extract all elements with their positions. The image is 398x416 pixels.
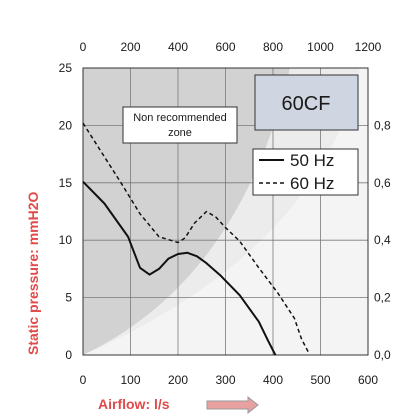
y-ticks-right: 0,0 0,2 0,4 0,6 0,8 — [374, 118, 391, 362]
x-tick-label-top: 400 — [168, 40, 188, 54]
legend-60hz-label: 60 Hz — [290, 174, 334, 193]
plot-frame — [82, 67, 369, 356]
x-tick-label-bottom: 0 — [80, 373, 87, 387]
x-tick-label-bottom: 500 — [310, 373, 330, 387]
arrow-right-icon — [206, 395, 259, 415]
y-tick-label-right: 0,0 — [374, 348, 391, 362]
y-axis-title: Static pressure: mmH2O — [25, 191, 41, 355]
x-ticks-bottom: 0 100 200 300 400 500 600 — [80, 373, 379, 387]
x-tick-label-top: 1000 — [307, 40, 334, 54]
legend-box — [252, 148, 359, 196]
y-tick-label-right: 0,4 — [374, 233, 391, 247]
y-tick-label-left: 0 — [65, 348, 72, 362]
y-tick-label-right: 0,8 — [374, 118, 391, 132]
y-tick-label-left: 5 — [65, 291, 72, 305]
zone-label-line2: zone — [168, 127, 192, 139]
zone-label-line1: Non recommended — [133, 112, 227, 124]
x-tick-label-top: 600 — [215, 40, 235, 54]
y-tick-label-left: 25 — [59, 61, 73, 75]
series-line-50hz — [82, 180, 277, 356]
series-group — [82, 122, 310, 356]
y-tick-label-left: 15 — [59, 176, 73, 190]
x-ticks-top: 0 200 400 600 800 1000 1200 — [80, 40, 382, 54]
x-tick-label-top: 800 — [263, 40, 283, 54]
y-tick-label-right: 0,2 — [374, 291, 391, 305]
model-label: 60CF — [282, 93, 331, 115]
model-label-box — [254, 74, 359, 131]
y-tick-label-left: 20 — [59, 118, 73, 132]
x-tick-label-top: 0 — [80, 40, 87, 54]
x-tick-label-top: 1200 — [355, 40, 382, 54]
x-tick-label-bottom: 600 — [358, 373, 378, 387]
y-tick-label-right: 0,6 — [374, 176, 391, 190]
series-line-60hz — [82, 122, 310, 354]
y-ticks-left: 0 5 10 15 20 25 — [59, 61, 73, 362]
zone-label-box — [122, 106, 238, 144]
x-tick-label-bottom: 400 — [263, 373, 283, 387]
x-tick-label-bottom: 100 — [120, 373, 140, 387]
x-tick-label-top: 200 — [120, 40, 140, 54]
x-tick-label-bottom: 200 — [168, 373, 188, 387]
legend-50hz-label: 50 Hz — [290, 151, 334, 170]
x-tick-label-bottom: 300 — [215, 373, 235, 387]
x-axis-title: Airflow: l/s — [98, 396, 170, 412]
y-tick-label-left: 10 — [59, 233, 73, 247]
